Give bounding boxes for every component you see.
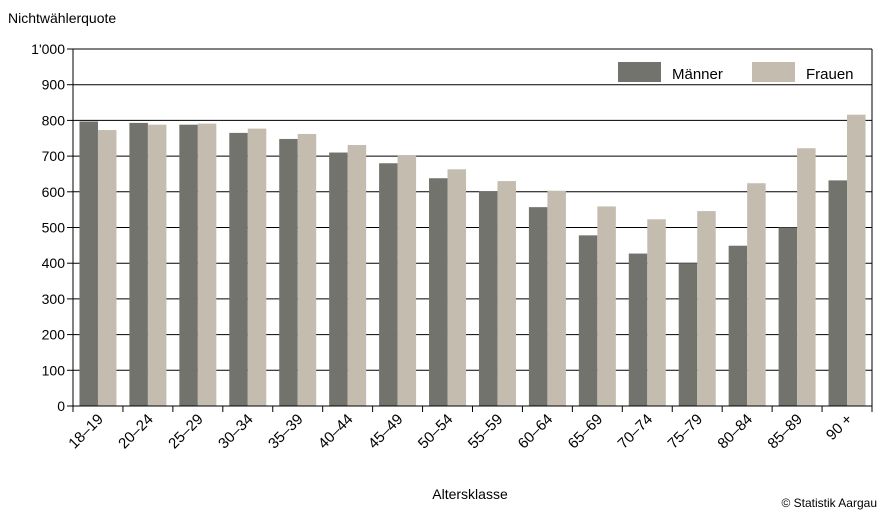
bar-frauen xyxy=(797,148,816,406)
x-tick-label: 75–79 xyxy=(665,411,707,453)
x-tick-label: 90 + xyxy=(823,411,856,444)
bar-frauen xyxy=(847,114,866,407)
bar-frauen xyxy=(247,128,267,406)
legend-swatch-maenner xyxy=(618,62,661,82)
x-tick-label: 60–64 xyxy=(515,411,557,453)
bar-frauen xyxy=(447,169,467,406)
bar-frauen xyxy=(397,155,417,406)
y-tick-label: 300 xyxy=(42,291,66,307)
y-tick-label: 0 xyxy=(57,398,65,414)
bar-maenner xyxy=(229,132,248,406)
bar-frauen xyxy=(547,190,566,406)
bar-maenner xyxy=(329,152,348,406)
bar-maenner xyxy=(728,245,748,406)
bar-frauen xyxy=(97,130,117,406)
bar-frauen xyxy=(647,219,666,406)
bar-frauen xyxy=(747,183,766,406)
legend-swatch-frauen xyxy=(752,62,795,82)
x-tick-label: 65–69 xyxy=(565,411,607,453)
x-tick-label: 30–34 xyxy=(215,411,257,453)
y-tick-label: 400 xyxy=(42,255,66,271)
bar-maenner xyxy=(129,122,148,407)
x-axis-title: Altersklasse xyxy=(432,486,508,502)
copyright-credit: © Statistik Aargau xyxy=(781,496,877,510)
y-tick-label: 200 xyxy=(42,327,66,343)
x-tick-label: 40–44 xyxy=(315,411,357,453)
x-tick-label: 20–24 xyxy=(115,411,157,453)
y-tick-label: 1'000 xyxy=(31,41,65,57)
x-tick-label: 70–74 xyxy=(615,411,657,453)
x-tick-label: 18–19 xyxy=(65,411,107,453)
bar-maenner xyxy=(578,235,598,406)
y-tick-label: 100 xyxy=(42,362,66,378)
y-tick-label: 700 xyxy=(42,148,66,164)
y-tick-label: 800 xyxy=(42,112,66,128)
x-tick-label: 50–54 xyxy=(415,411,457,453)
bar-maenner xyxy=(279,138,298,407)
bar-maenner xyxy=(528,207,548,406)
x-tick-label: 45–49 xyxy=(365,411,407,453)
bar-frauen xyxy=(597,206,616,406)
legend-label-frauen: Frauen xyxy=(806,66,854,83)
bar-maenner xyxy=(778,227,798,406)
bar-frauen xyxy=(147,124,167,407)
y-tick-label: 900 xyxy=(42,77,66,93)
bar-frauen xyxy=(697,211,716,406)
bar-maenner xyxy=(79,121,98,406)
bar-maenner xyxy=(678,263,698,406)
bar-maenner xyxy=(429,178,448,406)
bar-frauen xyxy=(347,145,367,406)
bar-frauen xyxy=(497,181,516,406)
x-tick-label: 25–29 xyxy=(165,411,207,453)
bar-maenner xyxy=(628,253,648,406)
bar-maenner xyxy=(379,163,398,406)
bar-frauen xyxy=(297,133,317,406)
x-tick-label: 85–89 xyxy=(764,411,806,453)
bar-maenner xyxy=(179,124,198,407)
x-tick-label: 55–59 xyxy=(465,411,507,453)
y-tick-label: 500 xyxy=(42,220,66,236)
y-tick-label: 600 xyxy=(42,184,66,200)
y-axis-title: Nichtwählerquote xyxy=(8,10,117,26)
x-tick-label: 35–39 xyxy=(265,411,307,453)
bar-maenner xyxy=(478,191,498,406)
bar-maenner xyxy=(828,180,848,406)
legend-label-maenner: Männer xyxy=(672,66,723,83)
bar-frauen xyxy=(197,123,217,406)
x-tick-label: 80–84 xyxy=(714,411,756,453)
